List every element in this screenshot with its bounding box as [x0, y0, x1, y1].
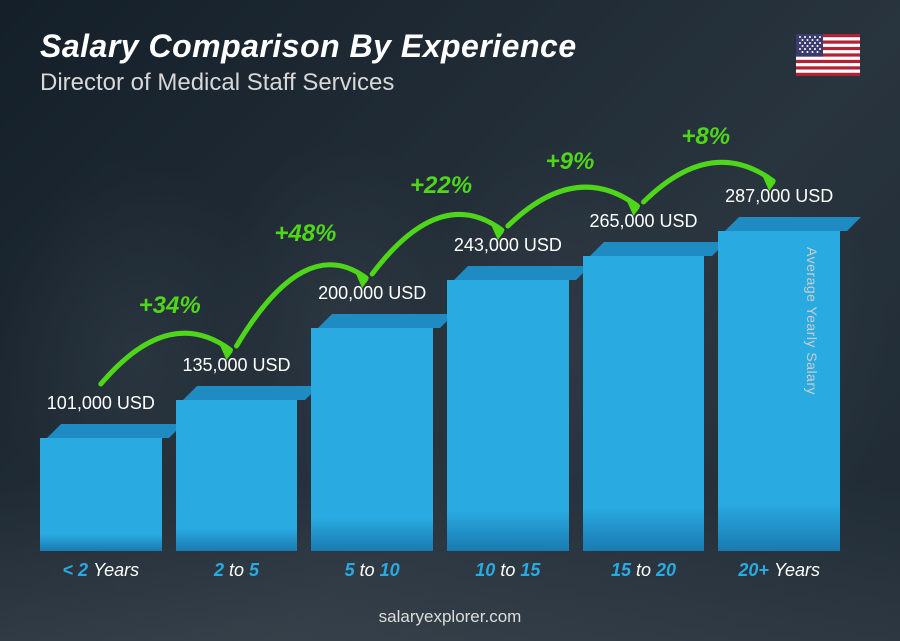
percent-increase-label: +8%	[681, 123, 730, 151]
chart-title: Salary Comparison By Experience	[40, 28, 796, 65]
category-label: < 2 Years	[63, 560, 140, 581]
source-footer: salaryexplorer.com	[0, 607, 900, 627]
bar	[718, 217, 840, 551]
percent-increase-label: +48%	[274, 220, 336, 248]
bar-column: 287,000 USD20+ Years	[718, 186, 840, 551]
bar-column: 200,000 USD5 to 10	[311, 283, 433, 551]
bar	[447, 266, 569, 551]
percent-increase-label: +34%	[139, 292, 201, 320]
bar-value-label: 287,000 USD	[725, 186, 833, 207]
bar-value-label: 135,000 USD	[182, 355, 290, 376]
chart-subtitle: Director of Medical Staff Services	[40, 69, 796, 97]
bar-chart: 101,000 USD< 2 Years135,000 USD2 to 5200…	[40, 121, 840, 581]
category-label: 10 to 15	[475, 560, 540, 581]
us-flag-icon	[796, 34, 860, 76]
bar-column: 101,000 USD< 2 Years	[40, 393, 162, 551]
infographic-content: Salary Comparison By Experience Director…	[0, 0, 900, 641]
category-label: 15 to 20	[611, 560, 676, 581]
category-label: 5 to 10	[345, 560, 400, 581]
bar-value-label: 101,000 USD	[47, 393, 155, 414]
bar-column: 243,000 USD10 to 15	[447, 235, 569, 551]
bar	[40, 424, 162, 551]
bar-value-label: 265,000 USD	[589, 211, 697, 232]
percent-increase-label: +9%	[546, 148, 595, 176]
bar-value-label: 243,000 USD	[454, 235, 562, 256]
bar-column: 265,000 USD15 to 20	[583, 211, 705, 551]
bar	[583, 242, 705, 551]
y-axis-label: Average Yearly Salary	[804, 247, 820, 395]
category-label: 20+ Years	[738, 560, 820, 581]
percent-increase-label: +22%	[410, 172, 472, 200]
bar-column: 135,000 USD2 to 5	[176, 355, 298, 551]
bar	[311, 314, 433, 551]
bar-value-label: 200,000 USD	[318, 283, 426, 304]
bar	[176, 386, 298, 551]
header: Salary Comparison By Experience Director…	[40, 28, 860, 97]
category-label: 2 to 5	[214, 560, 259, 581]
